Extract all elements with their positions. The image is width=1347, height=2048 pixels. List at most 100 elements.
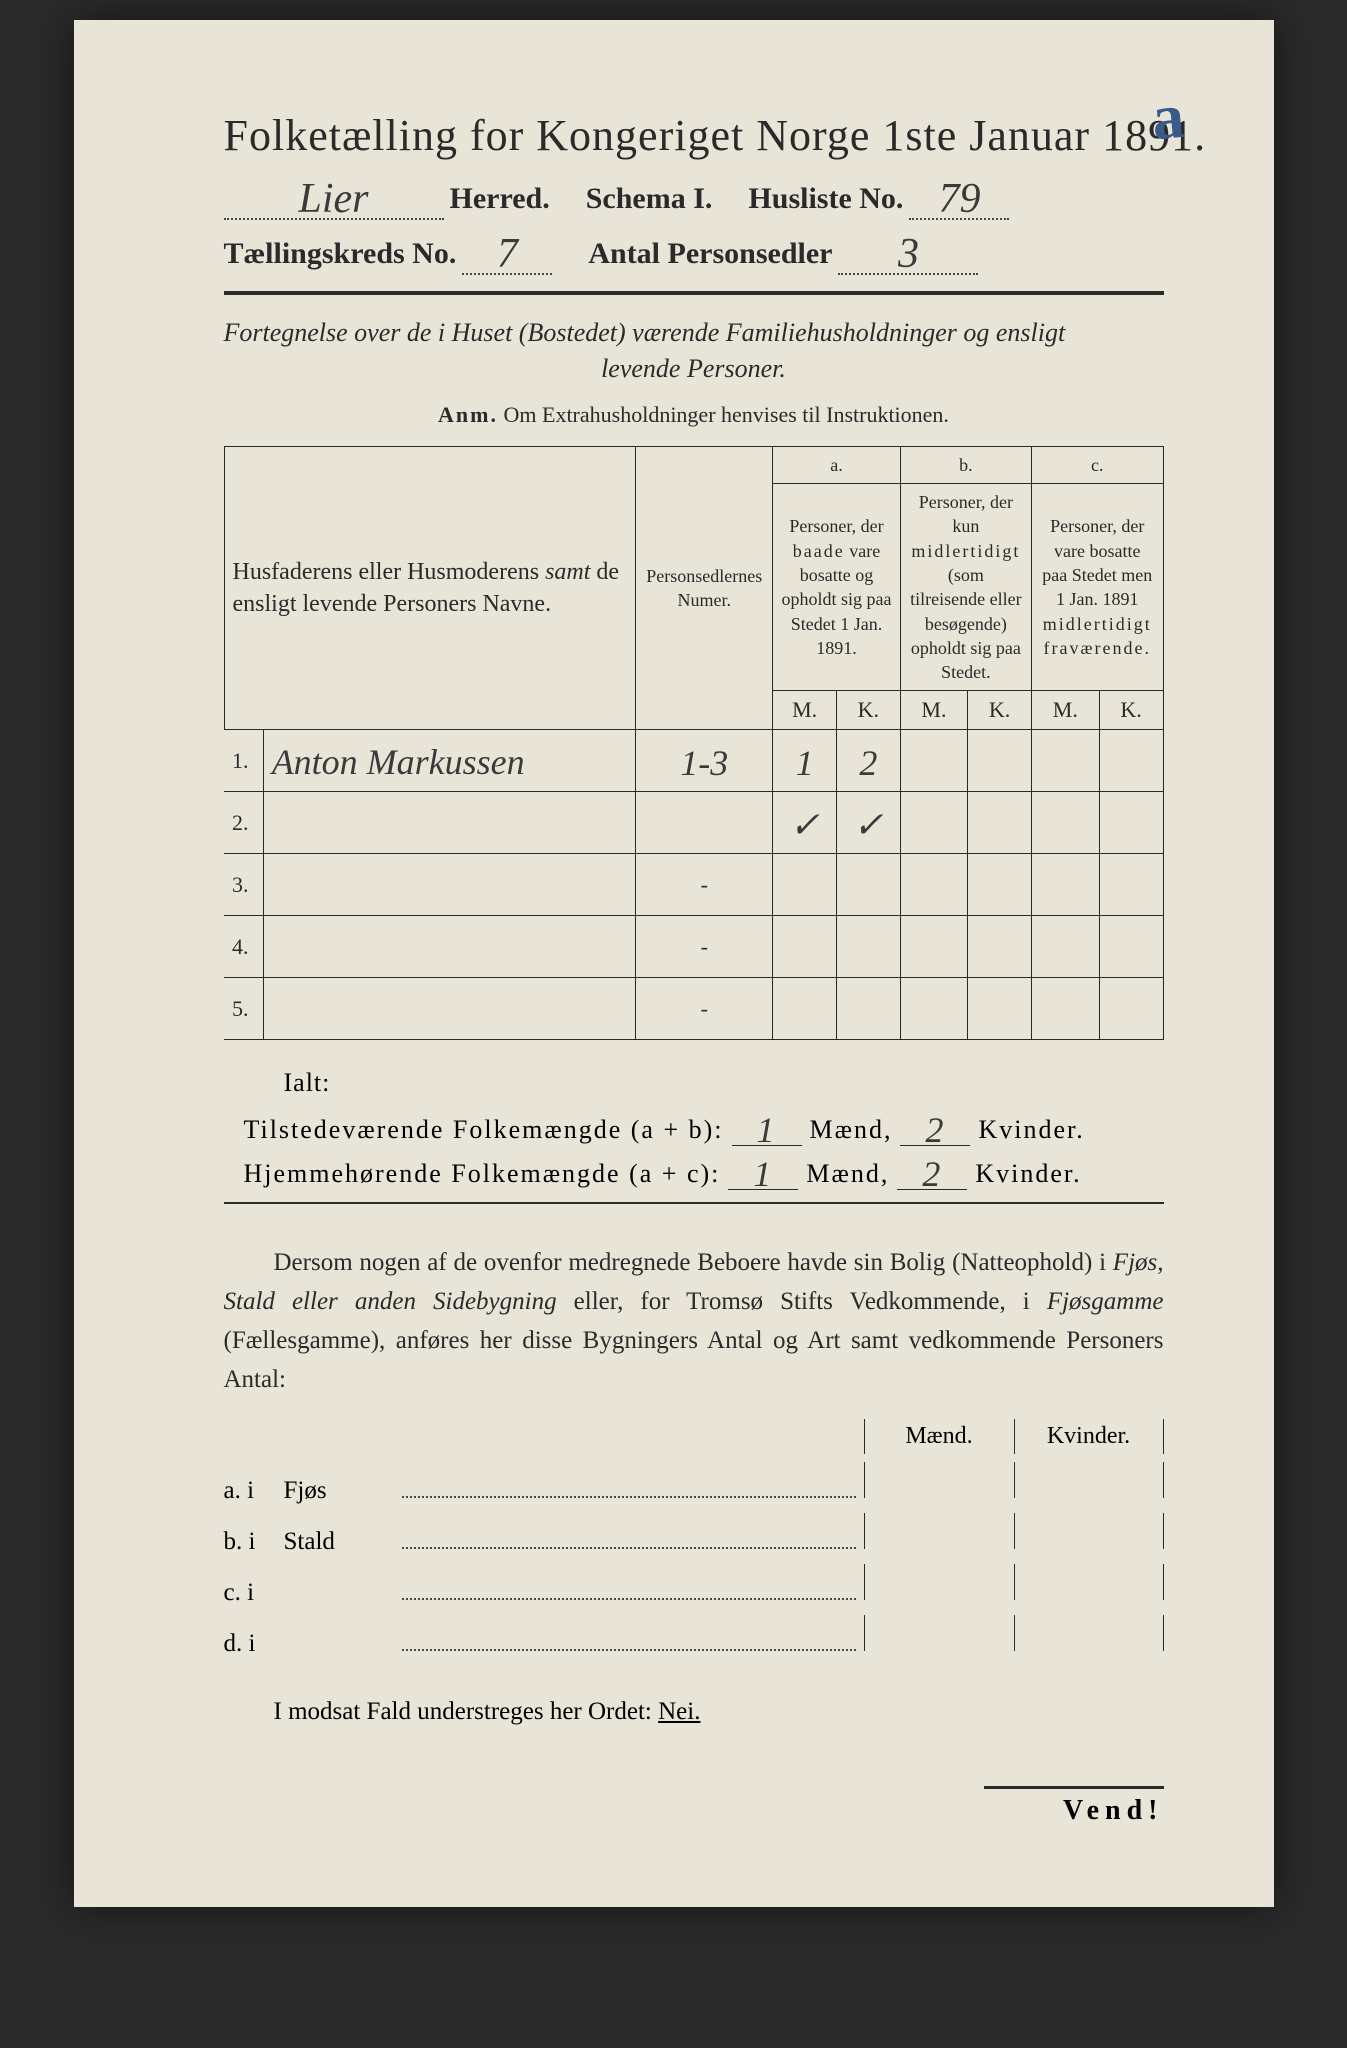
cells (864, 1615, 1164, 1651)
cell-bM (900, 916, 968, 978)
anm-note: Anm. Om Extrahusholdninger henvises til … (224, 402, 1164, 428)
col-c-hdr: c. (1032, 446, 1163, 483)
table-row: 4. - (224, 916, 1163, 978)
line-d: d. i (224, 1615, 1164, 1658)
row-name (263, 792, 636, 854)
personsedler-field: 3 (838, 234, 978, 275)
col-num-header: Personsedlernes Numer. (636, 446, 773, 730)
cells (864, 1513, 1164, 1549)
row-num: 2. (224, 792, 263, 854)
cell-cK (1099, 854, 1163, 916)
sum1-k: 2 (925, 1116, 945, 1145)
mk-header: Mænd. Kvinder. (224, 1419, 1164, 1454)
row-name (263, 978, 636, 1040)
table-row: 5. - (224, 978, 1163, 1040)
paragraph: Dersom nogen af de ovenfor medregnede Be… (224, 1244, 1164, 1399)
header-row-2: Tællingskreds No. 7 Antal Personsedler 3 (224, 234, 1164, 275)
herred-value: Lier (298, 183, 368, 217)
cell-cK (1099, 916, 1163, 978)
cell-aK (837, 978, 901, 1040)
cell-cM (1032, 978, 1100, 1040)
herred-label: Herred. (450, 182, 550, 216)
vend-label: Vend! (984, 1786, 1164, 1827)
rule-2 (224, 1202, 1164, 1204)
row-numcol: - (636, 978, 773, 1040)
cell-aK (837, 916, 901, 978)
v: 2 (859, 749, 877, 778)
header-row-1: Lier Herred. Schema I. Husliste No. 79 (224, 179, 1164, 220)
cell-bK (968, 792, 1032, 854)
cell-cK (1099, 978, 1163, 1040)
row-numcol: 1-3 (636, 730, 773, 792)
line-c: c. i (224, 1564, 1164, 1607)
col-a-hdr: a. (773, 446, 900, 483)
kreds-label: Tællingskreds No. (224, 237, 457, 271)
num-hand: 1-3 (680, 749, 728, 778)
c-k: K. (1099, 691, 1163, 730)
cell-aM (773, 916, 837, 978)
lab: Fjøs (284, 1477, 394, 1505)
a-m: M. (773, 691, 837, 730)
census-form-page: a Folketælling for Kongeriget Norge 1ste… (74, 20, 1274, 1907)
col-a-text: Personer, der baade vare bosatte og opho… (773, 484, 900, 691)
v: ✓ (790, 811, 820, 840)
line-a: a. i Fjøs (224, 1462, 1164, 1505)
lead: b. i (224, 1528, 284, 1556)
row-num: 4. (224, 916, 263, 978)
mk-maend: Mænd. (864, 1419, 1014, 1454)
cell-cM (1032, 916, 1100, 978)
b-m: M. (900, 691, 968, 730)
sum-line-2: Hjemmehørende Folkemængde (a + c): 1 Mæn… (244, 1156, 1164, 1190)
husliste-field: 79 (909, 179, 1009, 220)
row-num: 5. (224, 978, 263, 1040)
husliste-value: 79 (938, 183, 980, 217)
cells (864, 1462, 1164, 1498)
lab: Stald (284, 1528, 394, 1556)
ialt-label: Ialt: (284, 1068, 1164, 1098)
sum2-label: Hjemmehørende Folkemængde (a + c): (244, 1159, 721, 1189)
cell-aM: 1 (773, 730, 837, 792)
nei-line: I modsat Fald understreges her Ordet: Ne… (274, 1698, 1164, 1726)
cell-bM (900, 978, 968, 1040)
main-table: Husfaderens eller Husmoderens samt de en… (224, 446, 1164, 1041)
cell-bK (968, 854, 1032, 916)
cells (864, 1564, 1164, 1600)
a-k: K. (837, 691, 901, 730)
v: 1 (796, 749, 814, 778)
schema-label: Schema I. (586, 182, 713, 216)
sum1-label: Tilstedeværende Folkemængde (a + b): (244, 1115, 724, 1145)
sum2-m: 1 (753, 1160, 773, 1189)
table-body: 1. Anton Markussen 1-3 1 2 2. ✓ ✓ (224, 730, 1163, 1040)
sum1-m: 1 (757, 1116, 777, 1145)
sum2-k-field: 2 (897, 1156, 967, 1190)
maend-label: Mænd, (810, 1115, 893, 1145)
sum-line-1: Tilstedeværende Folkemængde (a + b): 1 M… (244, 1112, 1164, 1146)
cell-bM (900, 792, 968, 854)
table-row: 1. Anton Markussen 1-3 1 2 (224, 730, 1163, 792)
mk-kvinder: Kvinder. (1014, 1419, 1164, 1454)
cell-aM (773, 854, 837, 916)
col-name-header: Husfaderens eller Husmoderens samt de en… (224, 446, 636, 730)
cell-bM (900, 854, 968, 916)
row-numcol: - (636, 916, 773, 978)
sum2-m-field: 1 (728, 1156, 798, 1190)
table-row: 3. - (224, 854, 1163, 916)
cell-bK (968, 730, 1032, 792)
row-num: 1. (224, 730, 263, 792)
sum1-k-field: 2 (900, 1112, 970, 1146)
personsedler-label: Antal Personsedler (588, 237, 832, 271)
husliste-label: Husliste No. (748, 182, 903, 216)
c-m: M. (1032, 691, 1100, 730)
kreds-field: 7 (462, 234, 552, 275)
kreds-value: 7 (497, 238, 518, 272)
cell-cM (1032, 792, 1100, 854)
herred-field: Lier (224, 179, 444, 220)
dots (402, 1598, 856, 1600)
row-numcol (636, 792, 773, 854)
cell-cM (1032, 730, 1100, 792)
v: ✓ (853, 811, 883, 840)
cell-cM (1032, 854, 1100, 916)
line-b: b. i Stald (224, 1513, 1164, 1556)
anm-label: Anm. (438, 402, 498, 427)
row-name (263, 854, 636, 916)
